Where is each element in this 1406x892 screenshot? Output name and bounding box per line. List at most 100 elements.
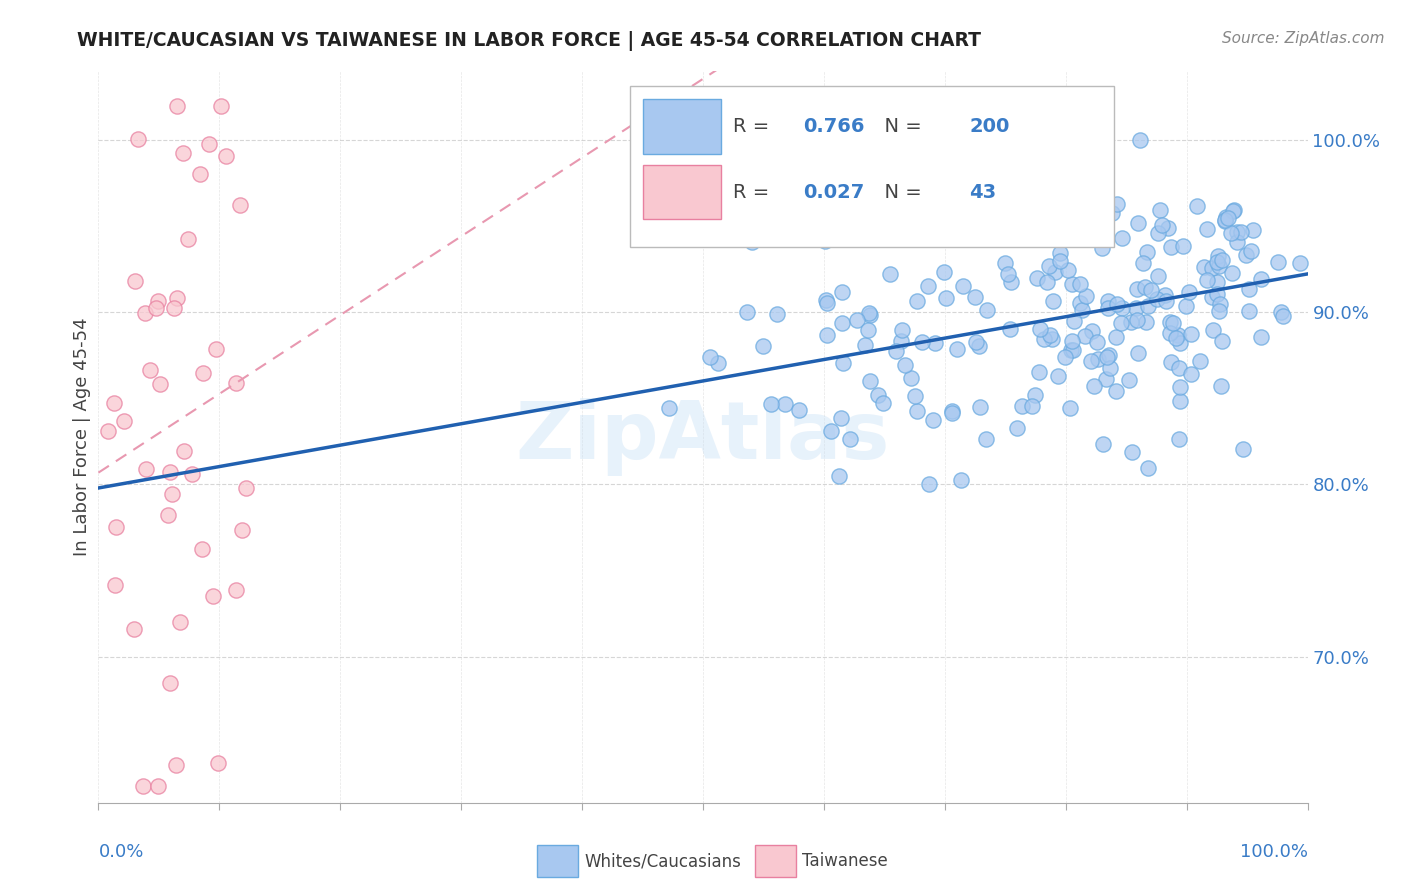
Point [1085,335,1108,350]
Point [891,323,914,337]
Point [1218,211,1240,226]
Point [132,779,155,793]
Text: N =: N = [872,183,928,202]
Point [1031,196,1053,211]
Point [1076,289,1098,303]
Point [1126,282,1149,296]
Text: WHITE/CAUCASIAN VS TAIWANESE IN LABOR FORCE | AGE 45-54 CORRELATION CHART: WHITE/CAUCASIAN VS TAIWANESE IN LABOR FO… [77,31,981,51]
Point [112,414,135,428]
Text: Source: ZipAtlas.com: Source: ZipAtlas.com [1222,31,1385,46]
Point [1154,288,1177,302]
Point [905,293,928,308]
Point [207,756,229,770]
Point [900,371,922,385]
Point [228,198,250,212]
Point [1011,399,1033,413]
Point [180,467,202,481]
Point [103,396,125,410]
Point [165,757,187,772]
Point [1087,352,1109,367]
FancyBboxPatch shape [643,99,721,153]
Point [894,359,917,373]
Text: 43: 43 [969,183,995,202]
Point [858,306,880,320]
Point [122,622,145,636]
Text: Taiwanese: Taiwanese [803,853,889,871]
Point [1230,225,1253,239]
Point [1159,315,1181,329]
Point [1047,368,1070,383]
Point [1111,316,1133,330]
Point [1250,329,1272,343]
Point [1028,365,1050,379]
Point [967,339,990,353]
Text: 0.766: 0.766 [803,117,865,136]
Point [773,397,796,411]
Point [932,265,955,279]
Point [911,334,934,349]
Point [832,356,855,370]
Point [159,465,181,479]
Text: Whites/Caucasians: Whites/Caucasians [585,853,741,871]
Point [1147,226,1170,240]
Point [658,401,681,415]
Point [1129,133,1152,147]
Point [139,363,162,377]
Point [904,389,927,403]
Point [1105,196,1128,211]
Point [1081,324,1104,338]
Point [1168,432,1191,446]
Point [831,285,853,299]
Point [1098,360,1121,375]
Point [1095,372,1118,386]
Point [148,293,170,308]
Point [976,432,998,446]
FancyBboxPatch shape [630,86,1114,247]
Point [169,615,191,629]
Point [1042,293,1064,308]
Point [918,476,941,491]
Point [166,99,188,113]
Text: 200: 200 [969,117,1010,136]
Point [1226,225,1249,239]
Point [104,578,127,592]
Point [952,279,974,293]
Point [1208,259,1230,273]
Point [1208,249,1230,263]
Point [1128,216,1150,230]
Point [1136,244,1159,259]
Point [1043,220,1066,235]
Point [976,303,998,318]
Point [787,403,810,417]
Point [1168,361,1191,376]
Point [1201,290,1223,304]
Point [1267,255,1289,269]
Point [924,335,946,350]
Point [225,376,247,390]
Text: N =: N = [872,117,928,136]
Point [1135,314,1157,328]
Point [856,323,879,337]
Point [1119,315,1142,329]
Text: ZipAtlas: ZipAtlas [516,398,890,476]
Point [1069,296,1091,310]
Point [752,339,775,353]
Point [699,350,721,364]
Point [166,291,188,305]
Point [145,301,167,316]
Point [149,376,172,391]
Point [917,278,939,293]
Point [1095,350,1118,364]
Point [884,344,907,359]
Point [134,306,156,320]
Point [1168,380,1191,394]
Point [1167,327,1189,342]
Point [707,356,730,370]
Point [969,400,991,414]
Point [1067,140,1090,154]
Point [735,305,758,319]
Point [104,519,127,533]
Point [1091,241,1114,255]
Point [1211,379,1233,393]
Point [1105,384,1128,399]
